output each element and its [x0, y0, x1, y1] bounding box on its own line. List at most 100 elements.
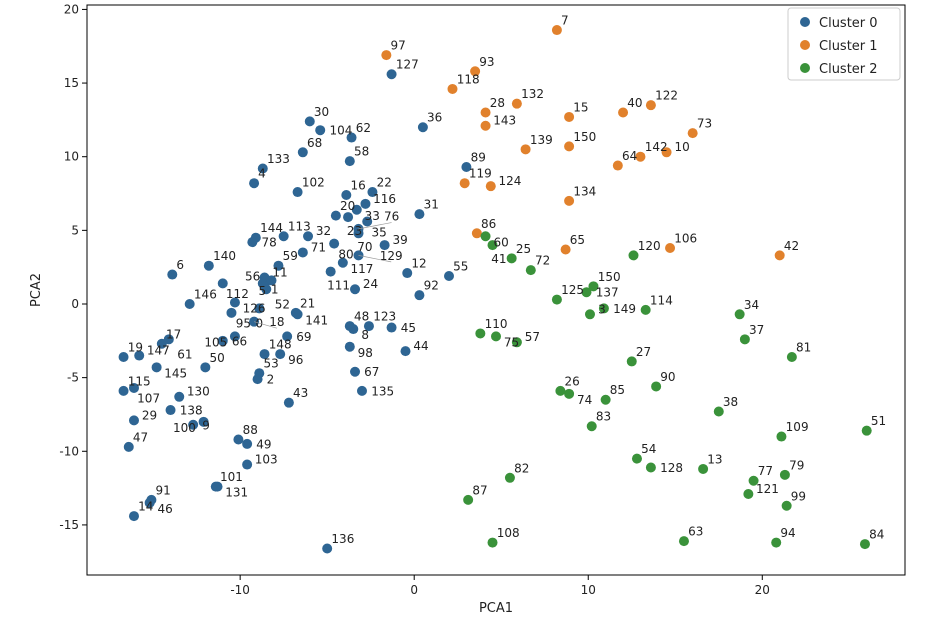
point-label: 2 — [267, 373, 275, 387]
point-label: 125 — [561, 283, 584, 297]
data-point-cluster-0 — [273, 260, 284, 271]
point-label: 104 — [329, 124, 352, 138]
data-point-cluster-0 — [242, 438, 253, 449]
point-label: 150 — [573, 130, 596, 144]
point-label: 149 — [613, 302, 636, 316]
data-point-cluster-1 — [470, 66, 481, 77]
data-point-cluster-0 — [322, 543, 333, 554]
data-point-cluster-0 — [315, 125, 326, 136]
data-point-cluster-2 — [626, 356, 637, 367]
data-point-cluster-2 — [734, 309, 745, 320]
point-label: 97 — [391, 39, 406, 53]
data-point-cluster-1 — [687, 128, 698, 139]
point-label: 55 — [453, 260, 468, 274]
point-label: 71 — [311, 240, 326, 254]
data-point-cluster-2 — [859, 539, 870, 550]
point-label: 67 — [364, 365, 379, 379]
data-point-cluster-0 — [229, 331, 240, 342]
data-point-cluster-0 — [303, 231, 314, 242]
data-point-cluster-0 — [217, 335, 228, 346]
legend-box — [787, 7, 901, 81]
point-label: 64 — [622, 149, 637, 163]
data-point-cluster-2 — [600, 394, 611, 405]
point-label: 61 — [177, 347, 192, 361]
point-label: 105 — [204, 335, 227, 349]
point-label: 134 — [573, 184, 596, 198]
point-label: 88 — [243, 423, 258, 437]
legend: Cluster 0 Cluster 1 Cluster 2 — [787, 7, 901, 81]
point-label: 79 — [789, 458, 804, 472]
point-label: 72 — [535, 254, 550, 268]
point-label: 37 — [749, 323, 764, 337]
point-label: 135 — [371, 384, 394, 398]
data-point-cluster-2 — [748, 475, 759, 486]
data-point-cluster-0 — [414, 290, 425, 301]
data-point-cluster-2 — [511, 337, 522, 348]
point-label: 86 — [481, 217, 496, 231]
data-point-cluster-2 — [551, 294, 562, 305]
point-label: 94 — [780, 526, 795, 540]
data-points — [118, 25, 872, 554]
data-point-cluster-0 — [123, 441, 134, 452]
point-label: 109 — [786, 420, 809, 434]
point-label: 42 — [784, 239, 799, 253]
data-point-cluster-2 — [713, 406, 724, 417]
point-label: 124 — [498, 174, 521, 188]
label-leader-line — [358, 255, 392, 263]
data-point-cluster-2 — [645, 462, 656, 473]
point-label: 28 — [490, 96, 505, 110]
data-point-cluster-1 — [480, 107, 491, 118]
data-point-cluster-0 — [229, 297, 240, 308]
point-label: 106 — [674, 232, 697, 246]
y-tick-label: 0 — [71, 297, 79, 311]
x-tick-label: -10 — [230, 583, 250, 597]
data-point-cluster-0 — [417, 122, 428, 133]
y-axis: -15 -10 -5 0 5 10 15 20 — [59, 2, 87, 532]
legend-label-cluster-0: Cluster 0 — [819, 16, 878, 31]
x-tick-label: 20 — [755, 583, 770, 597]
data-point-cluster-1 — [560, 244, 571, 255]
point-label: 83 — [596, 410, 611, 424]
point-label: 103 — [255, 452, 278, 466]
point-label: 127 — [396, 58, 419, 72]
point-label: 73 — [697, 117, 712, 131]
data-point-cluster-2 — [525, 265, 536, 276]
point-label: 46 — [158, 502, 173, 516]
data-point-cluster-0 — [282, 331, 293, 342]
data-point-cluster-2 — [739, 334, 750, 345]
y-tick-label: 5 — [71, 223, 79, 237]
point-label: 101 — [220, 470, 243, 484]
point-label: 129 — [380, 249, 403, 263]
data-point-cluster-0 — [297, 147, 308, 158]
point-label: 40 — [627, 96, 642, 110]
data-point-cluster-0 — [363, 321, 374, 332]
point-label: 118 — [457, 72, 480, 86]
point-label: 81 — [796, 341, 811, 355]
data-point-cluster-0 — [350, 366, 361, 377]
point-label: 8 — [361, 328, 369, 342]
point-label: 141 — [305, 313, 328, 327]
point-label: 126 — [243, 302, 266, 316]
data-point-cluster-0 — [249, 178, 260, 189]
point-label: 62 — [356, 121, 371, 135]
data-point-cluster-0 — [266, 275, 277, 286]
point-label: 34 — [744, 298, 759, 312]
data-point-cluster-0 — [348, 324, 359, 335]
point-label: 38 — [723, 395, 738, 409]
data-point-cluster-1 — [564, 141, 575, 152]
data-point-cluster-0 — [174, 391, 185, 402]
data-point-cluster-0 — [226, 307, 237, 318]
data-point-cluster-0 — [128, 382, 139, 393]
data-point-cluster-1 — [665, 243, 676, 254]
data-point-cluster-0 — [257, 163, 268, 174]
point-label: 122 — [655, 89, 678, 103]
data-point-cluster-0 — [217, 278, 228, 289]
data-point-cluster-2 — [564, 388, 575, 399]
point-label: 80 — [338, 247, 353, 261]
data-point-cluster-0 — [118, 385, 129, 396]
point-label: 111 — [327, 278, 350, 292]
data-point-cluster-0 — [362, 216, 373, 227]
data-point-cluster-0 — [343, 212, 354, 223]
point-label: 16 — [350, 179, 365, 193]
